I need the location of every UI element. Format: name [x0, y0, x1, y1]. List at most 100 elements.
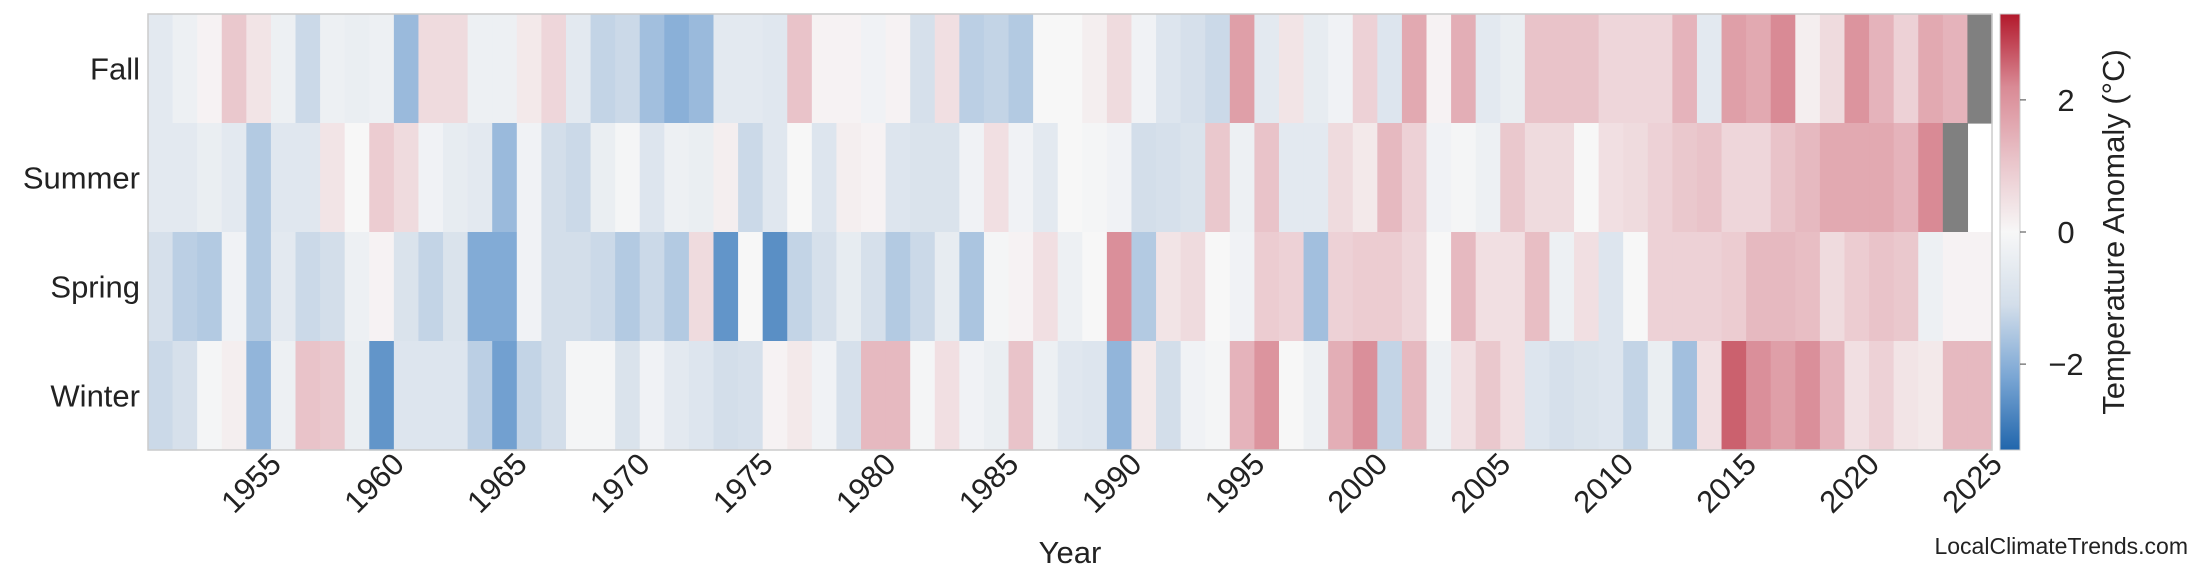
heatmap-cell — [811, 341, 838, 451]
heatmap-cell — [565, 341, 592, 451]
heatmap-cell — [1451, 123, 1477, 233]
heatmap-cell — [1770, 341, 1796, 451]
heatmap-cell — [664, 14, 690, 124]
heatmap-cell — [1672, 232, 1698, 342]
heatmap-cell — [1524, 232, 1551, 342]
heatmap-cell — [1008, 123, 1034, 233]
colorbar-ticks: 2 0 −2 — [2020, 83, 2084, 382]
heatmap-cell — [1647, 341, 1673, 451]
heatmap-cell — [590, 123, 616, 233]
heatmap-cell — [1475, 341, 1501, 451]
heatmap-cell — [1033, 341, 1059, 451]
heatmap-cell — [565, 232, 592, 342]
heatmap-cell — [1229, 123, 1255, 233]
row-labels: Fall Summer Spring Winter — [23, 52, 140, 414]
heatmap-cell — [1524, 341, 1551, 451]
heatmap-cell — [1082, 123, 1108, 233]
heatmap-cell — [1647, 123, 1673, 233]
heatmap-cell — [1057, 232, 1083, 342]
heatmap-cell — [590, 341, 616, 451]
heatmap-cell — [1549, 14, 1575, 124]
x-tick-label: 1955 — [214, 446, 288, 520]
heatmap-cell — [1082, 232, 1108, 342]
row-label: Summer — [23, 161, 140, 196]
heatmap-cell — [1844, 123, 1870, 233]
heatmap-cell — [1303, 123, 1329, 233]
heatmap-cell — [639, 14, 665, 124]
heatmap-cell — [541, 341, 567, 451]
heatmap-cell — [1869, 232, 1895, 342]
row-label: Fall — [90, 52, 140, 87]
heatmap-cell — [197, 123, 223, 233]
heatmap-cell — [172, 232, 198, 342]
x-tick-label: 2000 — [1321, 446, 1395, 520]
watermark: LocalClimateTrends.com — [1934, 533, 2188, 559]
heatmap-cell — [1156, 232, 1182, 342]
heatmap-cell — [664, 341, 690, 451]
heatmap-cell — [1426, 123, 1452, 233]
heatmap-cell — [492, 341, 518, 451]
heatmap-cell — [295, 123, 321, 233]
x-tick-label: 1980 — [829, 446, 903, 520]
heatmap-cell — [1352, 232, 1378, 342]
heatmap-cell — [1844, 341, 1870, 451]
heatmap-cell — [1647, 232, 1673, 342]
heatmap-cell — [1623, 123, 1649, 233]
heatmap-cell — [1106, 123, 1133, 233]
heatmap-cell — [615, 14, 641, 124]
heatmap-cell — [1721, 232, 1747, 342]
heatmap-cell — [1918, 232, 1944, 342]
heatmap-cell — [1426, 341, 1452, 451]
heatmap-cell — [1156, 123, 1182, 233]
heatmap-cell — [1426, 232, 1452, 342]
heatmap-cell — [320, 14, 346, 124]
heatmap-cell — [762, 232, 788, 342]
heatmap-cell — [541, 123, 567, 233]
heatmap-cell — [664, 232, 690, 342]
heatmap-cell — [418, 341, 444, 451]
heatmap-cell — [1893, 14, 1919, 124]
heatmap-cell — [516, 14, 542, 124]
heatmap-cell — [320, 123, 346, 233]
heatmap-cell — [1942, 232, 1969, 342]
x-tick-labels: 1955 1960 1965 1970 1975 1980 1985 1990 1995 2000… — [214, 446, 2009, 520]
colorbar-gradient — [1999, 13, 2021, 451]
heatmap-cell — [1008, 341, 1034, 451]
x-tick-label: 2015 — [1690, 446, 1764, 520]
heatmap-cell — [1106, 232, 1133, 342]
heatmap-cell — [1352, 341, 1378, 451]
heatmap-cell — [688, 14, 715, 124]
heatmap-cell — [1672, 341, 1698, 451]
heatmap-cell — [1869, 123, 1895, 233]
heatmap-cell — [1819, 341, 1846, 451]
heatmap-cell — [1844, 232, 1870, 342]
heatmap-cell — [1156, 341, 1182, 451]
heatmap-cell — [369, 14, 395, 124]
heatmap-cell — [1352, 123, 1378, 233]
heatmap-cell — [1795, 341, 1821, 451]
heatmap-cell — [393, 14, 420, 124]
heatmap-cell — [861, 14, 887, 124]
heatmap-cell — [910, 341, 936, 451]
heatmap-cell — [516, 341, 542, 451]
heatmap-cell — [762, 341, 788, 451]
heatmap-cell — [983, 123, 1010, 233]
heatmap-cell — [910, 123, 936, 233]
heatmap-cell — [197, 341, 223, 451]
heatmap-cell — [1574, 232, 1600, 342]
heatmap-cell — [1574, 123, 1600, 233]
heatmap-cell — [1918, 123, 1944, 233]
x-tick-label: 2010 — [1567, 446, 1641, 520]
heatmap-cell — [1942, 341, 1969, 451]
heatmap-cell — [1377, 123, 1403, 233]
heatmap-cell — [344, 123, 370, 233]
heatmap-cell — [1229, 232, 1255, 342]
heatmap-cell — [1377, 14, 1403, 124]
x-tick-label: 1985 — [952, 446, 1026, 520]
heatmap-cell — [393, 232, 420, 342]
heatmap-cell — [1795, 232, 1821, 342]
heatmap-cell — [615, 123, 641, 233]
heatmap-cell — [590, 232, 616, 342]
heatmap-cell — [1746, 14, 1772, 124]
